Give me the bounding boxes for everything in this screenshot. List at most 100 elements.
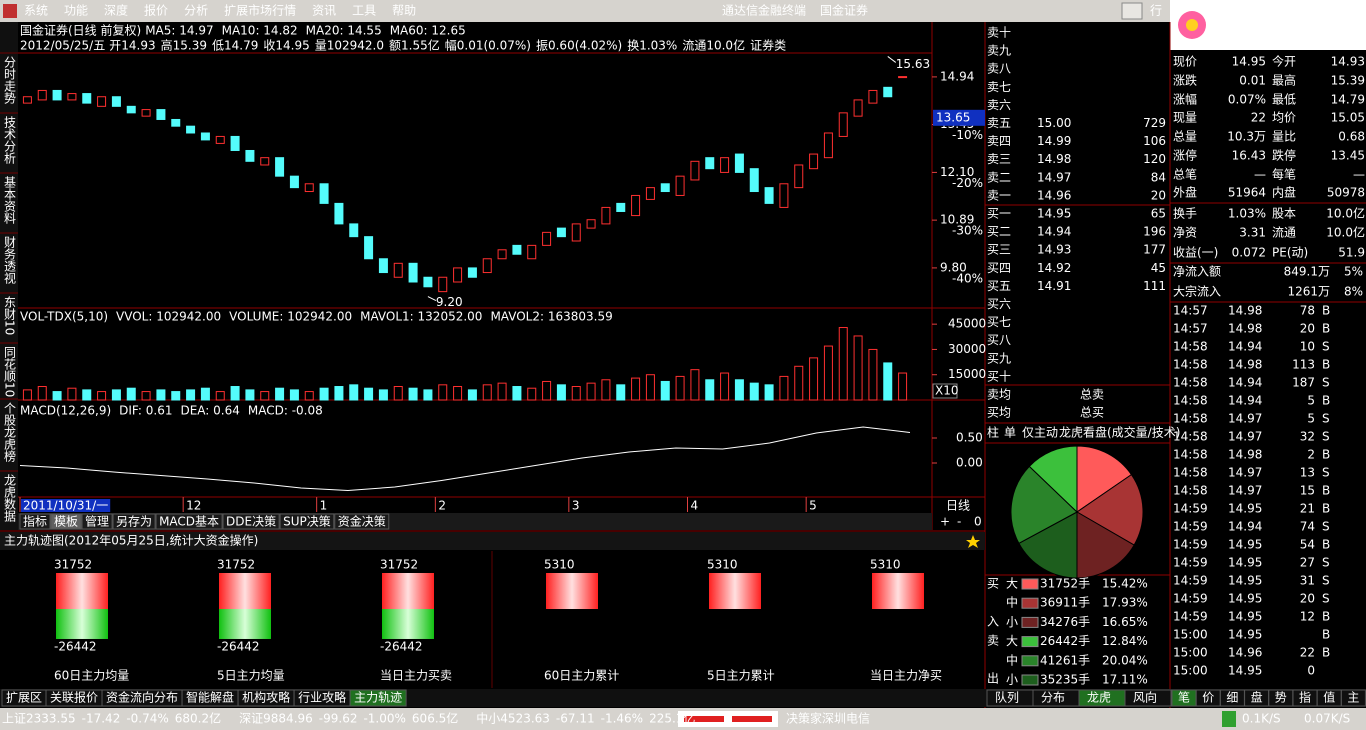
quote-label: 涨跌 (1173, 73, 1197, 88)
tick-flag: B (1322, 646, 1330, 660)
pie-tab[interactable]: 龙虎看盘(成交量/技术) (1059, 425, 1180, 440)
left-tab[interactable]: 技术分析 (3, 116, 17, 165)
star-icon[interactable] (966, 535, 980, 548)
left-tab[interactable]: 同花顺10 (3, 346, 17, 397)
right-tab[interactable]: 盘 (1251, 690, 1263, 705)
zoom-control[interactable]: 0 (974, 515, 982, 529)
left-tab[interactable]: 基本资料 (3, 176, 17, 224)
candle (779, 183, 789, 208)
right-tab[interactable]: 细 (1226, 691, 1238, 705)
left-tab[interactable]: 龙虎数据 (3, 474, 17, 523)
right-tab[interactable]: 值 (1323, 690, 1335, 705)
chart-tab-bg (81, 513, 113, 530)
right-tab[interactable]: 笔 (1178, 690, 1190, 705)
book-volume: 120 (1143, 152, 1166, 166)
chart-tab[interactable]: 另存为 (116, 515, 152, 529)
bottom-tab[interactable]: 智能解盘 (186, 690, 234, 705)
tick-time: 14:59 (1173, 574, 1208, 588)
chart-tab[interactable]: MACD基本 (159, 515, 219, 529)
volume-header: VVOL: 102942.00 (116, 310, 221, 324)
pie-bottom-tab[interactable]: 分布 (1041, 691, 1065, 705)
right-tab[interactable]: 主 (1347, 691, 1359, 705)
menu-item[interactable]: 深度 (104, 3, 128, 18)
pie-bottom-tab[interactable]: 龙虎 (1087, 691, 1111, 705)
left-tab[interactable]: 个股龙虎榜 (3, 402, 17, 463)
right-tab[interactable]: 势 (1275, 691, 1287, 705)
zoom-control[interactable]: - (957, 515, 961, 529)
volume-bar (97, 391, 107, 401)
tick-volume: 5 (1307, 394, 1315, 408)
x-tick-label: 3 (572, 499, 580, 513)
volume-bar (586, 382, 596, 401)
menu-item[interactable]: 系统 (24, 4, 48, 18)
chart-tab[interactable]: SUP决策 (283, 515, 331, 529)
chart-tab[interactable]: DDE决策 (226, 515, 276, 529)
candle (883, 86, 893, 98)
left-tab[interactable]: 财务透视 (3, 236, 17, 284)
status-item: 4523.63 (500, 712, 550, 726)
pie-tab[interactable]: 单 (1004, 426, 1016, 440)
menu-item[interactable]: 资讯 (312, 4, 336, 18)
bottom-tab[interactable]: 资金流向分布 (106, 690, 178, 705)
pie-swatch (1021, 616, 1039, 628)
bottom-tab[interactable]: 行业攻略 (298, 690, 346, 705)
chart-tab[interactable]: 资金决策 (338, 514, 386, 529)
candle (423, 276, 433, 288)
title-link[interactable]: 国金证券 (820, 3, 868, 18)
volume-bar (171, 391, 181, 401)
right-tab[interactable]: 价 (1202, 691, 1214, 705)
menu-item[interactable]: 功能 (64, 4, 88, 18)
y-tick-label: 0.50 (956, 431, 983, 445)
quote-label: 流通 (682, 39, 706, 53)
candle (275, 157, 285, 177)
bottom-tab[interactable]: 扩展区 (6, 691, 42, 705)
pie-size: 大 (1006, 577, 1018, 591)
window-button[interactable] (1121, 2, 1143, 20)
zoom-control[interactable]: + (940, 515, 950, 529)
quote-label: 今开 (1272, 54, 1296, 69)
bottom-tab[interactable]: 主力轨迹 (354, 691, 402, 705)
menu-item[interactable]: 工具 (352, 4, 376, 18)
tick-volume: 21 (1300, 502, 1315, 516)
candle (838, 112, 848, 137)
quote-label: 净资 (1173, 226, 1197, 240)
tick-price: 14.94 (1228, 520, 1262, 534)
right-tab[interactable]: 指 (1299, 690, 1311, 705)
left-tab[interactable]: 分时走势 (3, 56, 17, 104)
cursor-price: 13.65 (936, 110, 970, 124)
menu-item[interactable]: 帮助 (392, 4, 416, 18)
pie-bottom-tab[interactable]: 风向 (1133, 690, 1157, 705)
group-label: 当日主力买卖 (380, 669, 452, 683)
pie-tab[interactable]: 仅主动 (1022, 426, 1058, 440)
left-tab[interactable]: 东财10 (3, 296, 17, 336)
status-item: -67.11 (556, 712, 595, 726)
pie-bottom-tab[interactable]: 队列 (995, 690, 1019, 705)
quote-value: 10.0亿 (1326, 225, 1365, 240)
quote-value: 102942.0 (327, 39, 384, 53)
main-force-title: 主力轨迹图(2012年05月25日,统计大资金操作) (4, 533, 258, 548)
candle (764, 187, 774, 204)
pie-bottom-tab-bg (1124, 689, 1172, 707)
volume-bar (275, 387, 285, 401)
chart-tab[interactable]: 模板 (54, 515, 78, 529)
quote-label: 换 (627, 39, 639, 53)
pct-tick-label: -40% (952, 271, 983, 285)
quote-label: 总笔 (1173, 167, 1197, 182)
menu-item[interactable]: 扩展市场行情 (224, 3, 296, 18)
book-price: 14.96 (1037, 188, 1071, 202)
title-link[interactable]: 通达信金融终端 (722, 3, 806, 18)
menu-item[interactable]: 报价 (144, 3, 168, 18)
quote-value: 16.43 (1232, 149, 1266, 163)
chart-tab[interactable]: 管理 (85, 514, 109, 529)
bottom-tab[interactable]: 机构攻略 (242, 690, 290, 705)
menu-item[interactable]: 分析 (184, 4, 208, 18)
bottom-tab[interactable]: 关联报价 (50, 690, 98, 705)
pie-tab[interactable]: 柱 (987, 425, 999, 440)
quote-label: 额 (389, 39, 401, 53)
tick-flag: S (1322, 466, 1330, 480)
candle (631, 194, 641, 217)
chart-header: 国金证券(日线 前复权) (20, 23, 141, 38)
period-label[interactable]: 日线 (946, 499, 970, 513)
window-button-label[interactable]: 行 (1150, 4, 1162, 18)
chart-tab[interactable]: 指标 (23, 514, 47, 529)
